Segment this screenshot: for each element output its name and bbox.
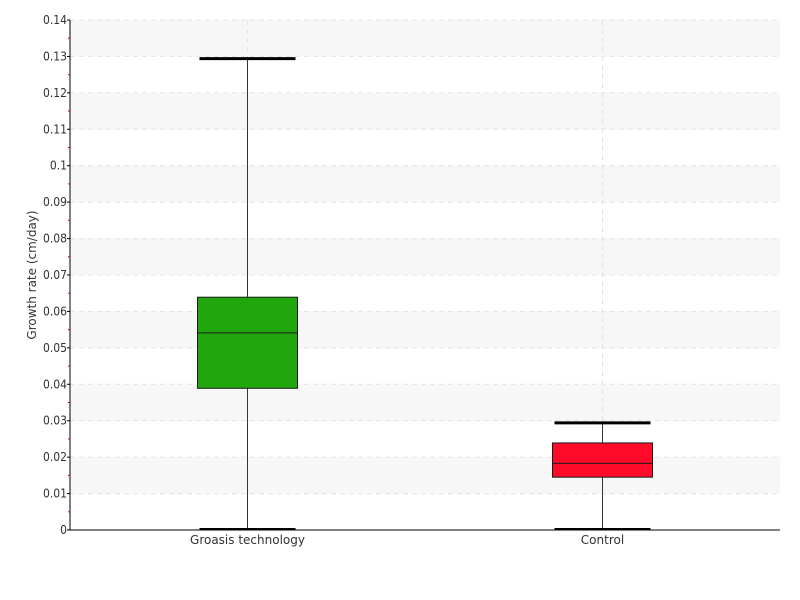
x-category-label: Control bbox=[581, 533, 624, 547]
y-tick-label: 0.05 bbox=[43, 341, 67, 355]
background-band bbox=[70, 92, 780, 130]
y-tick-label: 0.03 bbox=[43, 414, 67, 428]
y-tick-label: 0.14 bbox=[43, 13, 67, 27]
background-band bbox=[70, 384, 780, 421]
y-tick-label: 0.12 bbox=[43, 86, 67, 100]
x-category-labels: Groasis technology Control bbox=[190, 533, 624, 547]
background-band bbox=[70, 457, 780, 494]
box-groasis-technology bbox=[197, 57, 298, 530]
y-tick-label: 0.11 bbox=[43, 122, 67, 136]
y-tick-label: 0.01 bbox=[43, 487, 67, 501]
background-band bbox=[70, 165, 780, 203]
y-tick-label: 0.09 bbox=[43, 195, 67, 209]
box-control bbox=[552, 421, 653, 530]
interquartile-box bbox=[197, 296, 298, 389]
background-band bbox=[70, 20, 780, 57]
y-tick-label: 0.08 bbox=[43, 232, 67, 246]
x-category-label: Groasis technology bbox=[190, 533, 305, 547]
background-band bbox=[70, 311, 780, 348]
background-band bbox=[70, 238, 780, 275]
y-tick-label: 0 bbox=[60, 523, 67, 537]
y-tick-label: 0.07 bbox=[43, 268, 67, 282]
box-series bbox=[197, 57, 653, 530]
y-ticks: 0 0.01 0.02 0.03 0.04 0.05 0.06 0.07 0.08 0.09 0.1… bbox=[43, 13, 70, 537]
interquartile-box bbox=[552, 442, 653, 478]
y-tick-label: 0.06 bbox=[43, 304, 67, 318]
plot-background-bands bbox=[70, 20, 780, 494]
y-axis-title: Growth rate (cm/day) bbox=[25, 210, 39, 339]
y-tick-label: 0.04 bbox=[43, 377, 67, 391]
y-tick-label: 0.13 bbox=[43, 49, 67, 63]
y-tick-label: 0.1 bbox=[50, 159, 67, 173]
y-tick-label: 0.02 bbox=[43, 450, 67, 464]
